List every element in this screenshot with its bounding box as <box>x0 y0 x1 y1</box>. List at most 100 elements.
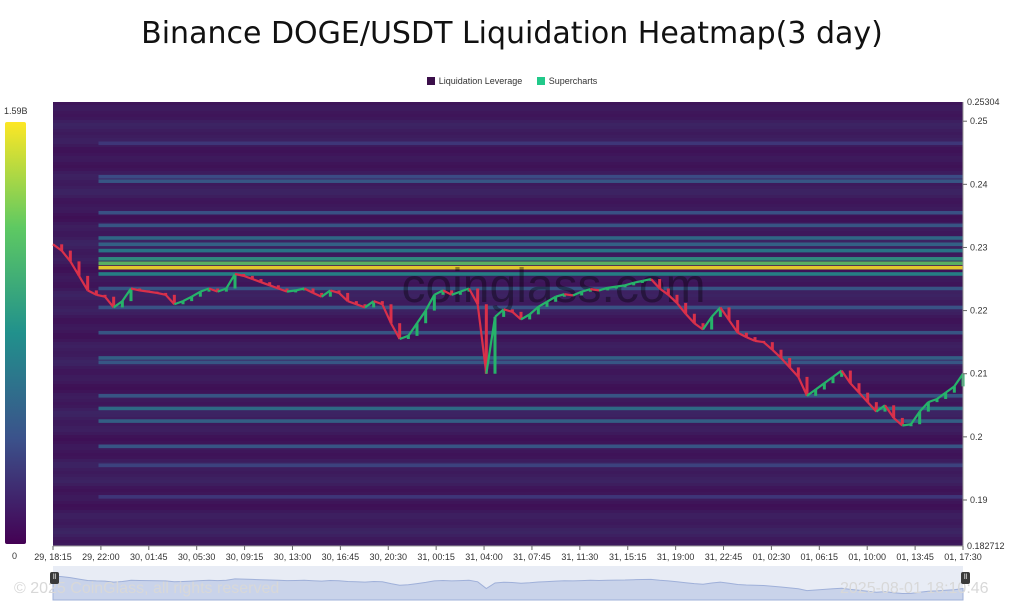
liquidation-band[interactable] <box>98 141 964 146</box>
heatmap-texture-stripe <box>53 114 963 117</box>
price-candle <box>398 323 402 340</box>
price-candle <box>285 288 289 292</box>
legend-item-supercharts[interactable]: Supercharts <box>536 76 597 86</box>
x-tick-label: 31, 11:30 <box>561 552 598 562</box>
price-candle <box>138 288 142 291</box>
price-candle <box>432 294 436 311</box>
x-tick-label: 31, 22:45 <box>705 552 743 562</box>
liquidation-band[interactable] <box>98 242 964 247</box>
heatmap-texture-stripe <box>53 534 963 537</box>
price-candle <box>502 309 506 317</box>
liquidation-band[interactable] <box>98 248 964 253</box>
colorbar-max-label: 1.59B <box>4 106 28 116</box>
y-tick-label: 0.24 <box>970 179 988 189</box>
timestamp-text: 2025-08-01 18:10:46 <box>840 580 989 597</box>
heatmap-texture-stripe <box>53 501 963 504</box>
x-tick-label: 31, 15:15 <box>609 552 647 562</box>
x-tick-label: 30, 13:00 <box>274 552 312 562</box>
x-tick-label: 01, 02:30 <box>753 552 791 562</box>
price-candle <box>155 291 159 294</box>
heatmap-texture-stripe <box>53 516 963 519</box>
liquidation-band[interactable] <box>98 406 964 411</box>
heatmap-texture-stripe <box>53 195 963 198</box>
price-candle <box>762 340 766 343</box>
heatmap-texture-stripe <box>53 492 963 495</box>
price-candle <box>207 288 211 292</box>
heatmap-texture-stripe <box>53 345 963 348</box>
range-handle-left[interactable]: ll <box>50 572 59 584</box>
price-candle <box>736 320 740 333</box>
price-candle <box>536 306 540 315</box>
price-candle <box>68 250 72 262</box>
liquidation-band[interactable] <box>98 305 964 310</box>
heatmap-texture-stripe <box>53 147 963 150</box>
price-candle <box>545 301 549 307</box>
price-candle <box>866 392 870 403</box>
heatmap-texture-stripe <box>53 342 963 345</box>
heatmap-texture-stripe <box>53 246 963 249</box>
y-min-label: 0.182712 <box>967 541 1005 551</box>
legend-label-liquidation-leverage: Liquidation Leverage <box>438 76 523 86</box>
heatmap-texture-stripe <box>53 117 963 120</box>
liquidation-band[interactable] <box>98 265 964 270</box>
liquidation-band[interactable] <box>98 286 964 291</box>
liquidation-band[interactable] <box>98 360 964 365</box>
heatmap-texture-stripe <box>53 525 963 528</box>
heatmap-texture-stripe <box>53 324 963 327</box>
x-tick-label: 01, 17:30 <box>944 552 982 562</box>
price-candle <box>458 291 462 295</box>
heatmap-texture <box>53 102 963 546</box>
liquidation-band[interactable] <box>98 272 964 276</box>
price-candle <box>120 301 124 308</box>
heatmap-texture-stripe <box>53 171 963 174</box>
heatmap-texture-stripe <box>53 402 963 405</box>
price-candle <box>900 417 904 426</box>
liquidation-band[interactable] <box>98 257 964 261</box>
heatmap-texture-stripe <box>53 276 963 279</box>
liquidation-band[interactable] <box>98 179 964 183</box>
price-candle <box>129 288 133 302</box>
heatmap-texture-stripe <box>53 159 963 162</box>
price-candle <box>848 370 852 384</box>
heatmap-texture-stripe <box>53 531 963 534</box>
heatmap-texture-stripe <box>53 285 963 288</box>
liquidation-band[interactable] <box>98 210 964 215</box>
liquidation-band[interactable] <box>98 174 964 179</box>
x-tick-label: 01, 10:00 <box>848 552 886 562</box>
liquidation-band[interactable] <box>98 236 964 240</box>
heatmap-texture-stripe <box>53 216 963 219</box>
heatmap-texture-stripe <box>53 504 963 507</box>
price-candle <box>814 389 818 396</box>
heatmap-texture-stripe <box>53 477 963 480</box>
price-candle <box>276 285 280 289</box>
liquidation-band[interactable] <box>98 444 964 449</box>
price-candle <box>103 294 107 297</box>
heatmap-texture-stripe <box>53 486 963 489</box>
heatmap-texture-stripe <box>53 528 963 531</box>
y-tick-label: 0.19 <box>970 495 988 505</box>
liquidation-band[interactable] <box>98 463 964 468</box>
liquidation-band[interactable] <box>98 330 964 335</box>
heatmap-texture-stripe <box>53 351 963 354</box>
heatmap-texture-stripe <box>53 405 963 408</box>
price-candle <box>588 289 592 292</box>
heatmap-texture-stripe <box>53 102 963 105</box>
heatmap-texture-stripe <box>53 369 963 372</box>
legend-item-liquidation-leverage[interactable]: Liquidation Leverage <box>426 76 523 86</box>
heatmap-texture-stripe <box>53 312 963 315</box>
price-candle <box>805 376 809 396</box>
price-candle <box>666 288 670 295</box>
heatmap-texture-stripe <box>53 336 963 339</box>
liquidation-band[interactable] <box>98 394 964 398</box>
range-handle-right[interactable]: ll <box>961 572 970 584</box>
price-candle <box>675 294 679 304</box>
liquidation-band[interactable] <box>98 495 964 499</box>
liquidation-band[interactable] <box>98 261 964 266</box>
heatmap-texture-stripe <box>53 384 963 387</box>
liquidation-band[interactable] <box>98 223 964 228</box>
liquidation-band[interactable] <box>98 356 964 360</box>
liquidation-band[interactable] <box>98 419 964 423</box>
heatmap-texture-stripe <box>53 138 963 141</box>
x-tick-label: 31, 07:45 <box>513 552 551 562</box>
